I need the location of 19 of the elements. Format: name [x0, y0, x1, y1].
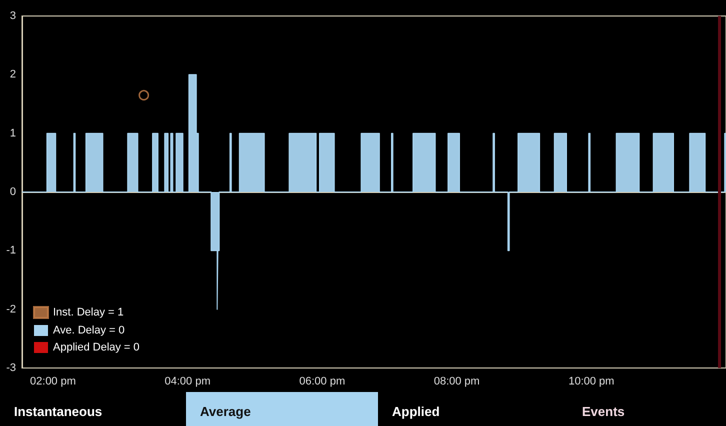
y-tick-label: -2 [6, 303, 16, 316]
text: Events [581, 403, 626, 421]
x-tick-label: 08:00 pm [434, 376, 480, 388]
text: Average [186, 392, 378, 426]
y-tick-label: 1 [10, 127, 16, 140]
y-tick-label: 2 [10, 68, 16, 81]
y-tick-label: -3 [6, 362, 16, 374]
x-tick-label: 04:00 pm [164, 376, 211, 388]
legend-label: Applied Delay = 0 [53, 342, 140, 354]
legend-label: Inst. Delay = 1 [53, 306, 124, 318]
text: Applied [391, 403, 441, 421]
text: Instantaneous [13, 403, 104, 421]
x-tick-label: 10:00 pm [568, 376, 614, 388]
y-tick-label: -1 [6, 244, 16, 257]
y-tick-label: 0 [10, 186, 16, 198]
x-tick-label: 06:00 pm [299, 376, 346, 388]
x-tick-label: 02:00 pm [30, 376, 76, 388]
y-tick-label: 3 [10, 10, 16, 22]
legend-label: Ave. Delay = 0 [53, 324, 125, 336]
